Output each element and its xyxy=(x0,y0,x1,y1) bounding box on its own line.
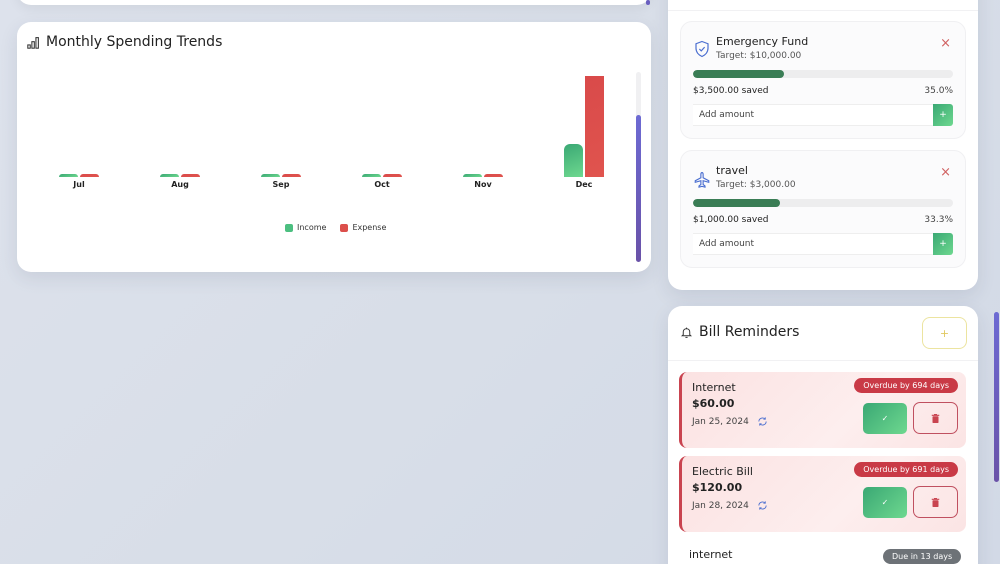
expense-bar[interactable] xyxy=(80,174,99,177)
x-tick-label: Sep xyxy=(272,180,290,189)
expense-bar[interactable] xyxy=(484,174,503,177)
bar-group-aug xyxy=(150,67,210,177)
bill-name: Internet xyxy=(692,381,736,394)
mark-paid-button[interactable]: ✓ xyxy=(863,403,907,434)
bill-amount: $60.00 xyxy=(692,397,735,410)
income-swatch xyxy=(285,223,293,232)
delete-goal-button[interactable]: × xyxy=(940,36,951,51)
mark-paid-button[interactable]: ✓ xyxy=(863,487,907,518)
add-amount-button[interactable]: + xyxy=(933,104,953,126)
x-tick-label: Dec xyxy=(575,180,593,189)
x-tick-label: Nov xyxy=(474,180,492,189)
x-tick-label: Oct xyxy=(374,180,390,189)
bar-chart: Jul Aug Sep Oct Nov Dec xyxy=(47,67,627,189)
income-bar[interactable] xyxy=(564,144,583,177)
delete-bill-button[interactable] xyxy=(913,486,958,518)
divider xyxy=(668,360,978,361)
bill-item-electric-bill: Electric Bill $120.00 Jan 28, 2024 Overd… xyxy=(679,456,966,532)
bill-reminders-header: Bill Reminders xyxy=(680,324,799,340)
expense-swatch xyxy=(340,223,349,232)
bill-date-row: Jan 28, 2024 xyxy=(692,500,768,511)
goal-target: Target: $3,000.00 xyxy=(716,180,796,190)
add-bill-button[interactable]: + xyxy=(922,317,967,349)
recurring-icon xyxy=(758,501,767,510)
income-bar[interactable] xyxy=(160,174,179,177)
expense-bar[interactable] xyxy=(585,76,604,177)
legend-label: Expense xyxy=(352,223,387,232)
add-amount-input[interactable] xyxy=(693,233,933,255)
income-bar[interactable] xyxy=(463,174,482,177)
previous-card xyxy=(17,0,651,5)
previous-card-scrollbar[interactable] xyxy=(646,0,650,5)
recurring-icon xyxy=(758,417,767,426)
bar-group-sep xyxy=(251,67,311,177)
bar-group-jul xyxy=(49,67,109,177)
bill-name: Electric Bill xyxy=(692,465,753,478)
goal-progress-fill xyxy=(693,70,784,78)
delete-goal-button[interactable]: × xyxy=(940,165,951,180)
goal-name: travel xyxy=(716,164,748,177)
income-bar[interactable] xyxy=(261,174,280,177)
chart-scrollbar-thumb[interactable] xyxy=(636,115,641,262)
legend-income[interactable]: Income xyxy=(285,223,326,232)
income-bar[interactable] xyxy=(362,174,381,177)
bell-icon xyxy=(680,327,693,338)
goal-item-travel: travel Target: $3,000.00 × $1,000.00 sav… xyxy=(680,150,966,268)
bar-group-dec xyxy=(554,67,614,177)
overdue-badge: Overdue by 691 days xyxy=(854,462,958,477)
goal-saved: $3,500.00 saved xyxy=(693,86,769,96)
bill-date: Jan 25, 2024 xyxy=(692,416,749,427)
add-amount-input[interactable] xyxy=(693,104,933,126)
chart-title: Monthly Spending Trends xyxy=(46,34,223,50)
income-bar[interactable] xyxy=(59,174,78,177)
due-badge: Due in 13 days xyxy=(883,549,962,564)
divider xyxy=(668,10,978,11)
bill-date-row: Jan 25, 2024 xyxy=(692,416,768,427)
expense-bar[interactable] xyxy=(282,174,301,177)
bar-chart-icon xyxy=(27,36,39,49)
x-tick-label: Jul xyxy=(73,180,85,189)
delete-bill-button[interactable] xyxy=(913,402,958,434)
airplane-icon xyxy=(694,171,710,188)
overdue-badge: Overdue by 694 days xyxy=(854,378,958,393)
bill-item-internet: Internet $60.00 Jan 25, 2024 Overdue by … xyxy=(679,372,966,448)
trash-icon xyxy=(931,413,940,423)
goal-target: Target: $10,000.00 xyxy=(716,51,802,61)
x-tick-label: Aug xyxy=(171,180,189,189)
add-amount-button[interactable]: + xyxy=(933,233,953,255)
bill-date: Jan 28, 2024 xyxy=(692,500,749,511)
bar-group-oct xyxy=(352,67,412,177)
chart-legend: Income Expense xyxy=(285,223,386,232)
expense-bar[interactable] xyxy=(383,174,402,177)
shield-check-icon xyxy=(695,40,709,58)
bar-group-nov xyxy=(453,67,513,177)
legend-label: Income xyxy=(297,223,327,232)
chart-header: Monthly Spending Trends xyxy=(27,34,222,50)
bill-reminders-title: Bill Reminders xyxy=(699,324,800,340)
goal-percent: 35.0% xyxy=(924,86,953,96)
goal-item-emergency-fund: Emergency Fund Target: $10,000.00 × $3,5… xyxy=(680,21,966,139)
goal-percent: 33.3% xyxy=(924,215,953,225)
goal-progress-fill xyxy=(693,199,780,207)
goal-progress-bar xyxy=(693,70,953,78)
page-scrollbar-thumb[interactable] xyxy=(994,312,999,482)
bill-name: internet xyxy=(689,548,733,561)
legend-expense[interactable]: Expense xyxy=(340,223,386,232)
goal-progress-bar xyxy=(693,199,953,207)
goal-saved: $1,000.00 saved xyxy=(693,215,769,225)
goal-name: Emergency Fund xyxy=(716,35,809,48)
trash-icon xyxy=(931,497,940,507)
expense-bar[interactable] xyxy=(181,174,200,177)
monthly-spending-card: Monthly Spending Trends Jul Aug Sep xyxy=(17,22,651,272)
bill-amount: $120.00 xyxy=(692,481,743,494)
